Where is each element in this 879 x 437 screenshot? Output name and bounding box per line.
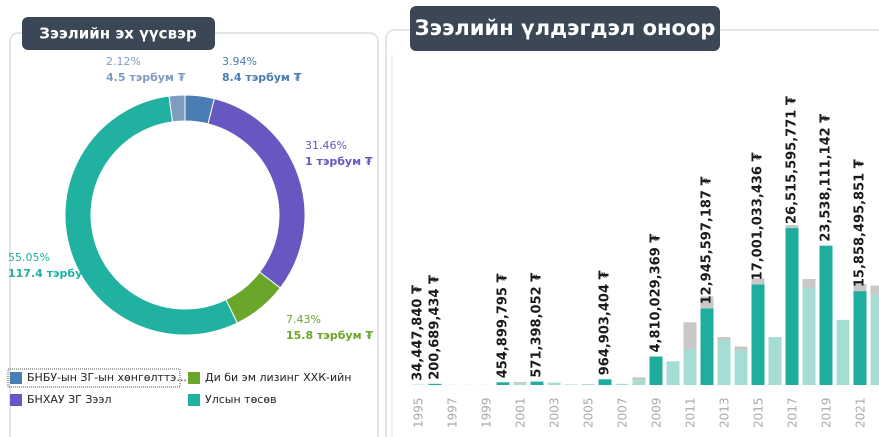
bar-value-label: 4,810,029,369 ₮ bbox=[649, 234, 664, 353]
bar-segment bbox=[734, 350, 748, 385]
bar-segment bbox=[751, 278, 765, 285]
bar-segment bbox=[853, 291, 867, 385]
bar-segment bbox=[428, 383, 442, 385]
bar-segment bbox=[717, 340, 731, 385]
bar-value-label: 17,001,033,436 ₮ bbox=[751, 152, 766, 280]
x-tick-label: 2017 bbox=[786, 397, 800, 428]
legend-label: Улсын төсөв bbox=[205, 393, 277, 406]
bar-segment bbox=[870, 294, 879, 385]
bar-value-label: 34,447,840 ₮ bbox=[411, 285, 426, 381]
bar-segment bbox=[802, 279, 816, 288]
bar-value-label: 12,945,597,187 ₮ bbox=[700, 176, 715, 304]
bar-segment bbox=[870, 285, 879, 295]
bar-segment bbox=[751, 284, 765, 385]
bar-segment bbox=[564, 384, 578, 385]
slice-amount: 15.8 тэрбум ₮ bbox=[286, 329, 373, 342]
bar-segment bbox=[785, 228, 799, 385]
legend-swatch bbox=[10, 394, 22, 406]
bar-segment bbox=[598, 379, 612, 385]
legend-label: Ди би эм лизинг ХХК-ийн bbox=[205, 371, 352, 384]
bar-segment bbox=[513, 383, 527, 385]
bar-segment bbox=[632, 377, 646, 381]
x-tick-label: 2005 bbox=[582, 397, 596, 428]
bar-segment bbox=[581, 384, 595, 385]
bar-value-label: 200,689,434 ₮ bbox=[428, 275, 443, 380]
bar-value-label: 23,538,111,142 ₮ bbox=[819, 114, 834, 242]
legend-label: БНБУ-ын ЗГ-ын хөнгөлттэ... bbox=[27, 371, 187, 384]
bar-segment bbox=[666, 361, 680, 385]
bar-value-label: 454,899,795 ₮ bbox=[496, 273, 511, 378]
slice-amount: 117.4 тэрбум ₮ bbox=[8, 267, 103, 280]
x-tick-label: 2007 bbox=[616, 397, 630, 428]
bar-segment bbox=[819, 245, 833, 385]
bar-segment bbox=[768, 337, 782, 385]
bar-segment bbox=[734, 346, 748, 351]
bar-value-label: 15,858,495,851 ₮ bbox=[853, 159, 868, 287]
bar-value-label: 964,903,404 ₮ bbox=[598, 270, 613, 375]
slice-percent: 55.05% bbox=[8, 251, 50, 264]
bar-segment bbox=[700, 296, 714, 309]
donut-slice bbox=[168, 94, 186, 123]
donut-slice bbox=[64, 95, 238, 336]
slice-percent: 3.94% bbox=[222, 55, 257, 68]
bar-segment bbox=[683, 322, 697, 350]
x-tick-label: 2001 bbox=[514, 397, 528, 428]
bar-segment bbox=[836, 319, 850, 385]
slice-percent: 7.43% bbox=[286, 313, 321, 326]
x-tick-label: 1997 bbox=[446, 397, 460, 428]
legend-swatch bbox=[10, 372, 22, 384]
bar-title: Зээлийн үлдэгдэл оноор bbox=[415, 16, 716, 40]
legend-swatch bbox=[188, 394, 200, 406]
bar-segment bbox=[700, 308, 714, 385]
bar-segment bbox=[683, 349, 697, 385]
x-tick-label: 2015 bbox=[752, 397, 766, 428]
bar-segment bbox=[632, 380, 646, 385]
bar-value-label: 26,515,595,771 ₮ bbox=[785, 96, 800, 224]
bar-segment bbox=[496, 382, 510, 385]
x-tick-label: 2003 bbox=[548, 397, 562, 428]
bar-segment bbox=[530, 381, 544, 385]
slice-percent: 31.46% bbox=[305, 139, 347, 152]
slice-amount: 4.5 тэрбум ₮ bbox=[106, 71, 186, 84]
bar-segment bbox=[785, 225, 799, 229]
x-tick-label: 2019 bbox=[820, 397, 834, 428]
x-tick-label: 1995 bbox=[412, 397, 426, 428]
slice-amount: 1 тэрбум ₮ bbox=[305, 155, 373, 168]
title-badge bbox=[410, 6, 720, 51]
x-tick-label: 2013 bbox=[718, 397, 732, 428]
x-tick-label: 2009 bbox=[650, 397, 664, 428]
x-tick-label: 1999 bbox=[480, 397, 494, 428]
legend-label: БНХАУ ЗГ Зээл bbox=[27, 393, 112, 406]
slice-amount: 8.4 тэрбум ₮ bbox=[222, 71, 302, 84]
bar-segment bbox=[717, 337, 731, 341]
bar-segment bbox=[615, 383, 629, 385]
bar-segment bbox=[513, 382, 527, 384]
title-badge bbox=[22, 17, 215, 50]
legend-swatch bbox=[188, 372, 200, 384]
donut-title: Зээлийн эх үүсвэр bbox=[39, 25, 197, 43]
bar-value-label: 571,398,052 ₮ bbox=[530, 273, 545, 378]
bar-segment bbox=[649, 356, 663, 385]
x-tick-label: 2011 bbox=[684, 397, 698, 428]
bar-segment bbox=[547, 382, 561, 385]
slice-percent: 2.12% bbox=[106, 55, 141, 68]
x-tick-label: 2021 bbox=[854, 397, 868, 428]
legend-focus bbox=[7, 368, 181, 388]
bar-segment bbox=[853, 284, 867, 292]
bar-segment bbox=[802, 287, 816, 385]
